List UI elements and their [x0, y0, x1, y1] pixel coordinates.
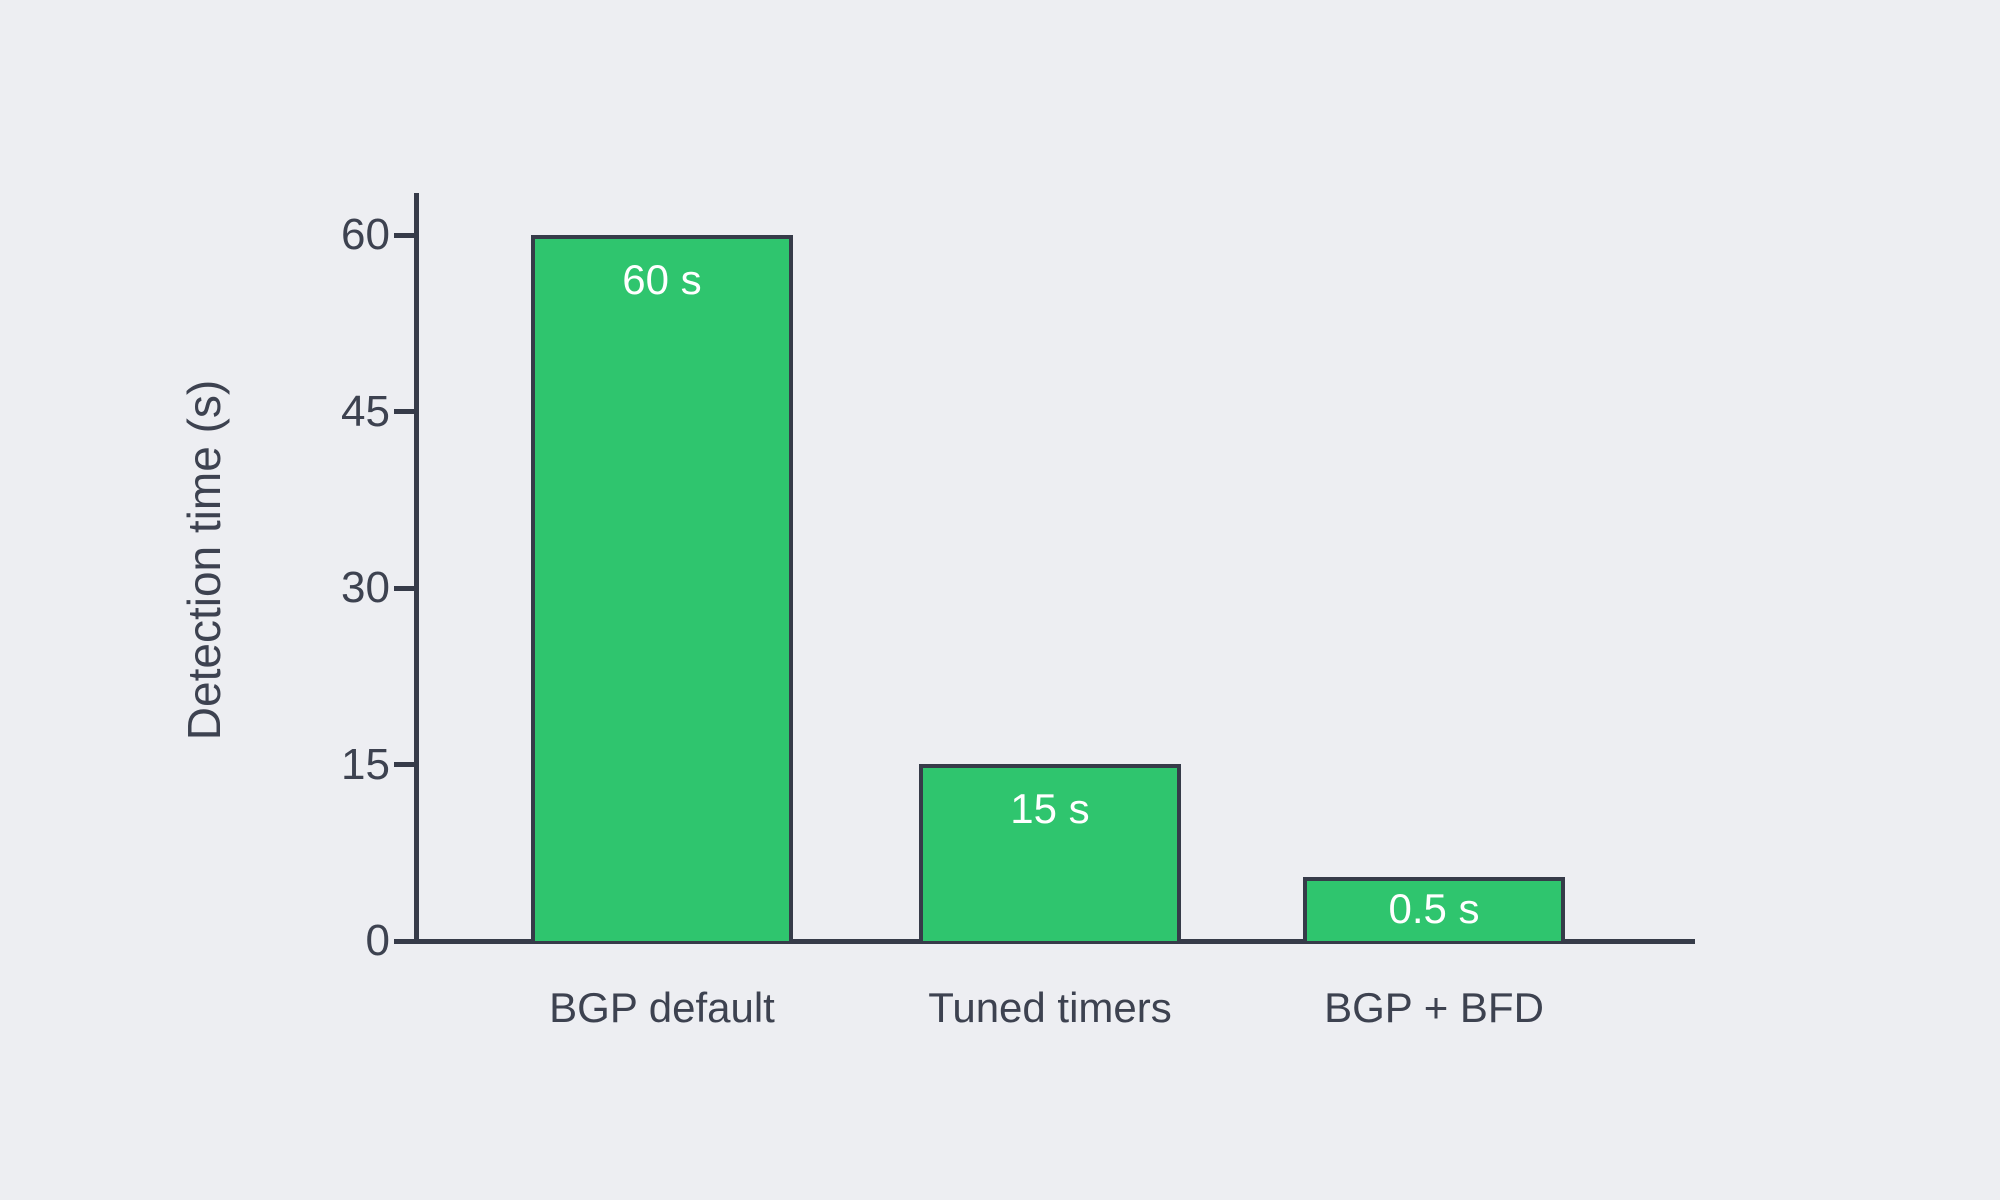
y-tick-mark [394, 762, 416, 767]
x-axis-line [413, 938, 1695, 944]
y-tick-label: 45 [341, 386, 390, 436]
bar-value-label: 15 s [1010, 785, 1090, 832]
bar-value-label: 60 s [622, 256, 702, 303]
y-tick-label: 15 [341, 739, 390, 789]
x-category-label: BGP default [549, 984, 775, 1031]
bar [919, 764, 1181, 941]
y-tick-label: 0 [365, 916, 390, 965]
y-axis-title: Detection time (s) [178, 379, 230, 741]
bar [1303, 877, 1565, 941]
y-axis-line [413, 193, 419, 944]
y-tick-label: 60 [341, 210, 390, 259]
bar-value-label: 0.5 s [1388, 885, 1480, 932]
y-tick-mark [394, 409, 416, 414]
y-tick-label: 30 [341, 563, 390, 612]
x-category-label: Tuned timers [928, 984, 1172, 1031]
x-category-label: BGP + BFD [1324, 984, 1544, 1031]
y-tick-mark [394, 232, 416, 238]
bar [531, 235, 793, 941]
y-tick-mark [394, 938, 416, 944]
y-tick-mark [394, 585, 416, 591]
